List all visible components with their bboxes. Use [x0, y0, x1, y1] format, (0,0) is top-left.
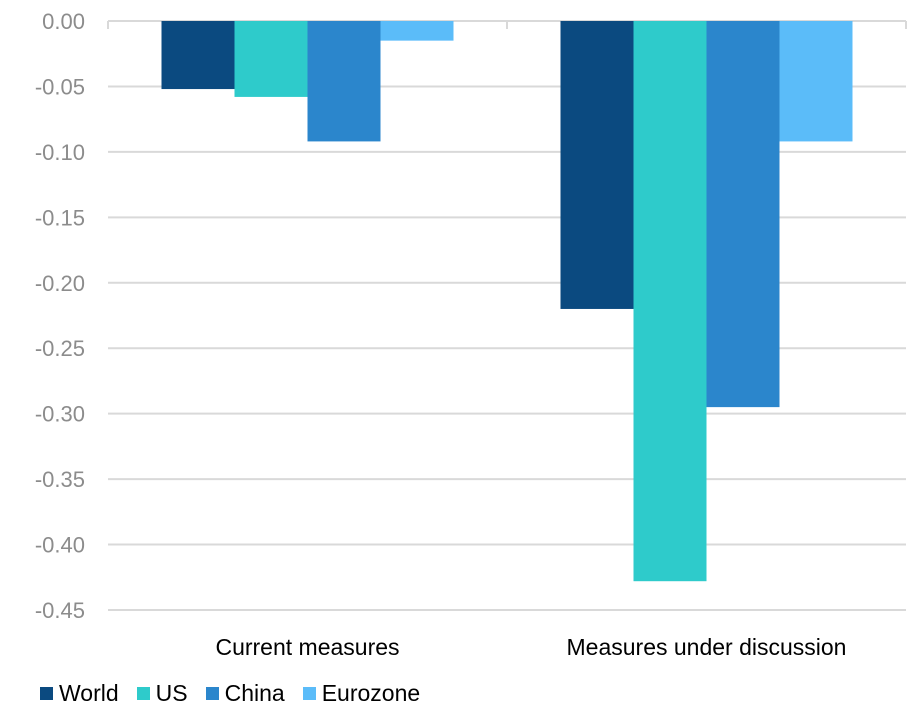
legend-label: China	[224, 680, 285, 706]
bars	[161, 21, 853, 582]
bar-world-2	[560, 21, 634, 309]
legend-item-world: World	[40, 680, 119, 707]
bar-world-1	[161, 21, 235, 90]
bar-us-1	[234, 21, 308, 97]
bar-china-2	[706, 21, 780, 408]
category-label: Measures under discussion	[567, 634, 847, 660]
bar-us-2	[633, 21, 707, 582]
y-tick-label: -0.05	[35, 74, 85, 99]
y-tick-label: -0.40	[35, 533, 85, 558]
y-tick-label: -0.25	[35, 336, 85, 361]
legend-swatch	[40, 687, 53, 700]
y-tick-label: -0.35	[35, 467, 85, 492]
y-tick-label: -0.15	[35, 205, 85, 230]
legend-label: Eurozone	[321, 680, 421, 706]
legend-item-us: US	[136, 680, 188, 707]
legend-item-china: China	[205, 680, 285, 707]
x-axis: Current measures Measures under discussio…	[215, 634, 846, 660]
bar-eurozone-2	[779, 21, 853, 142]
legend-swatch	[205, 687, 219, 700]
legend-label: US	[155, 680, 188, 706]
bar-eurozone-1	[380, 21, 454, 41]
legend-label: World	[59, 680, 119, 706]
y-tick-label: 0.00	[42, 9, 85, 34]
legend-swatch	[302, 687, 316, 700]
y-tick-label: -0.30	[35, 402, 85, 427]
legend: World US China Eurozone	[40, 680, 438, 707]
y-axis: 0.00 -0.05 -0.10 -0.15 -0.20 -0.25 -0.30 -0.35 -…	[35, 9, 85, 623]
category-label: Current measures	[215, 634, 399, 660]
legend-swatch	[136, 687, 150, 700]
bar-china-1	[307, 21, 381, 142]
y-tick-label: -0.10	[35, 140, 85, 165]
y-tick-label: -0.20	[35, 271, 85, 296]
legend-item-eurozone: Eurozone	[302, 680, 421, 707]
y-tick-label: -0.45	[35, 598, 85, 623]
